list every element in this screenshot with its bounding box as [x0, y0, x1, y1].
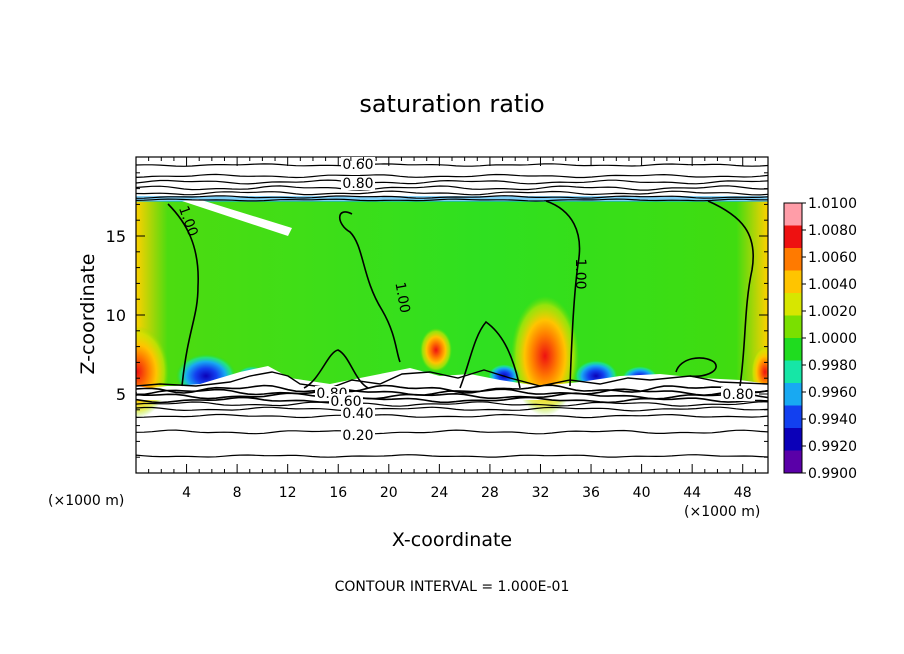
- contour-line-1-00: [545, 200, 581, 387]
- x-tick-label: 4: [182, 485, 191, 501]
- contour-interval-note: CONTOUR INTERVAL = 1.000E-01: [335, 579, 570, 595]
- contour-line-upper: [136, 179, 768, 185]
- x-unit-right: (×1000 m): [684, 504, 760, 520]
- contour-label: 1.00: [391, 281, 412, 314]
- contour-label-text: 1.00: [572, 258, 588, 289]
- colorbar-label: 0.9960: [808, 385, 857, 401]
- colorbar-swatch: [784, 428, 802, 451]
- colorbar-label: 0.9920: [808, 439, 857, 455]
- contour-line-1-00: [167, 203, 199, 387]
- colorbar-swatch: [784, 315, 802, 339]
- y-tick-label: 15: [106, 227, 126, 246]
- contour-line-upper: [136, 195, 768, 199]
- colorbar-swatch: [784, 270, 802, 294]
- colorbar-swatch: [784, 360, 802, 384]
- contour-label-text: 0.60: [342, 157, 373, 173]
- contour-line-lower: [136, 429, 768, 435]
- contour-line-1-00: [707, 200, 754, 387]
- colorbar-label: 1.0040: [808, 277, 857, 293]
- colorbar-swatch: [784, 450, 802, 474]
- contour-line-upper: [136, 198, 768, 202]
- colorbar-swatch: [784, 203, 802, 226]
- x-tick-label: 16: [329, 485, 347, 501]
- colorbar-swatch: [784, 338, 802, 361]
- field-background: [136, 201, 768, 386]
- warm-core: [420, 328, 452, 372]
- contour-line-lower: [136, 413, 768, 419]
- contour-label-text: 0.20: [342, 428, 373, 444]
- x-tick-label: 48: [734, 485, 752, 501]
- x-tick-label: 36: [582, 485, 600, 501]
- contour-line-lower: [136, 454, 768, 458]
- colorbar-label: 1.0080: [808, 223, 857, 239]
- contour-line-cloud-base: [136, 369, 768, 389]
- contour-line-1-00: [675, 357, 717, 378]
- contour-label-bg: [341, 406, 375, 420]
- colorbar-swatch: [784, 293, 802, 316]
- colorbar-label: 0.9900: [808, 466, 857, 482]
- contour-label-bg: [341, 157, 375, 171]
- contour-label: 1.00: [572, 258, 588, 289]
- contour-label: 0.60: [341, 157, 375, 173]
- y-axis: 5 10 15: [106, 172, 768, 458]
- colorbar-swatch: [784, 405, 802, 429]
- contour-label-bg: [341, 428, 375, 442]
- contour-line-lower: [136, 396, 768, 404]
- contour-label-bg: [341, 176, 375, 190]
- x-axis: 4 8 12 16 20 24 28 32 36 40 44 48: [148, 157, 756, 501]
- x-tick-label: 12: [279, 485, 297, 501]
- x-tick-label: 24: [430, 485, 448, 501]
- contour-line-upper: [136, 173, 768, 179]
- plot-area: [136, 163, 768, 458]
- contour-line-1-00: [459, 320, 521, 389]
- colorbar-label: 1.0060: [808, 250, 857, 266]
- contour-label: 0.40: [341, 406, 375, 422]
- contour-labels: 0.600.801.001.001.000.800.600.400.200.80: [175, 157, 755, 444]
- contour-label-text: 1.00: [391, 281, 412, 314]
- y-axis-label: Z-coordinate: [77, 254, 99, 375]
- contour-label: 0.80: [341, 176, 375, 192]
- contour-label-bg: [721, 387, 755, 401]
- colorbar-label: 1.0100: [808, 196, 857, 212]
- colorbar-label: 0.9980: [808, 358, 857, 374]
- x-axis-label: X-coordinate: [392, 529, 512, 551]
- colorbar-swatch: [784, 383, 802, 406]
- colorbar-swatch: [784, 225, 802, 249]
- x-tick-label: 20: [380, 485, 398, 501]
- contour-line-1-00: [338, 211, 401, 363]
- contour-label-bg: [329, 394, 363, 408]
- colorbar-label: 1.0020: [808, 304, 857, 320]
- contour-label-text: 0.80: [342, 176, 373, 192]
- x-tick-label: 44: [683, 485, 701, 501]
- x-tick-label: 28: [481, 485, 499, 501]
- x-unit-left: (×1000 m): [48, 493, 124, 509]
- y-tick-label: 10: [106, 306, 126, 325]
- tilted-dry-band: [182, 199, 292, 236]
- contour-line-lower: [136, 401, 768, 407]
- contour-line-upper: [136, 163, 768, 167]
- chart-title: saturation ratio: [359, 90, 544, 118]
- x-tick-label: 8: [233, 485, 242, 501]
- contour-lines: [136, 163, 768, 458]
- contour-line-upper: [136, 190, 768, 196]
- x-tick-label: 32: [532, 485, 550, 501]
- contour-label-text: 0.40: [342, 406, 373, 422]
- colorbar-swatch: [784, 248, 802, 271]
- x-tick-label: 40: [633, 485, 651, 501]
- contour-line-lower: [136, 388, 768, 397]
- contour-label-text: 0.80: [722, 387, 753, 403]
- contour-line-lower: [136, 406, 768, 412]
- contour-line-1-00: [303, 349, 369, 389]
- contour-line-lower: [136, 384, 768, 394]
- contour-line-upper: [136, 185, 768, 191]
- colorbar: 1.0100 1.0080 1.0060 1.0040 1.0020 1.0000 0.99…: [783, 196, 857, 482]
- contour-label: 0.20: [341, 428, 375, 444]
- y-tick-label: 5: [116, 385, 126, 404]
- contour-label: 0.80: [721, 387, 755, 403]
- colorbar-label: 0.9940: [808, 412, 857, 428]
- colorbar-label: 1.0000: [808, 331, 857, 347]
